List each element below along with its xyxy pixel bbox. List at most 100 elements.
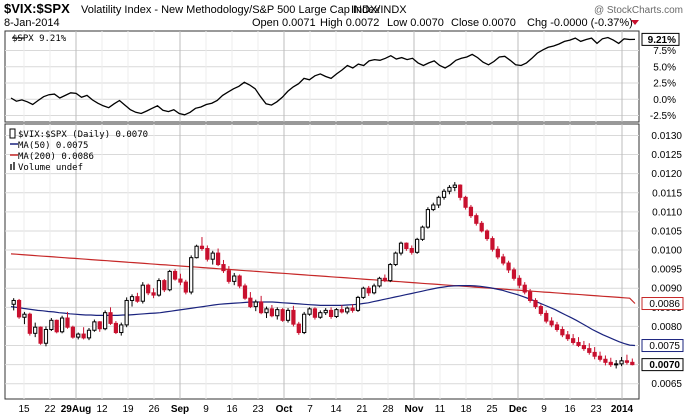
candle: [463, 195, 468, 210]
candle: [108, 307, 113, 325]
candle: [318, 310, 323, 319]
candle-body: [614, 363, 619, 366]
candle: [242, 283, 248, 300]
candle-body: [409, 248, 414, 253]
open-value: 0.0071: [282, 17, 316, 29]
x-tick-label: 29Aug: [61, 404, 92, 415]
candle: [264, 306, 269, 319]
candle-body: [38, 326, 43, 344]
x-tick-label: 18: [460, 404, 472, 415]
candle-body: [81, 333, 86, 339]
candle: [614, 360, 619, 369]
candle-body: [350, 307, 355, 311]
candle-body: [371, 285, 377, 294]
candle-body: [522, 284, 527, 293]
main-legend: $VIX:$SPX (Daily) 0.0070 MA(50) 0.0075 M…: [9, 128, 148, 173]
candle-body: [431, 204, 436, 211]
x-tick-label: Nov: [405, 404, 424, 415]
close-label: Close: [451, 17, 479, 29]
candle-body: [242, 285, 248, 299]
candle-body: [484, 230, 490, 240]
candle: [54, 319, 59, 334]
candle-body: [43, 328, 49, 344]
candle-body: [33, 326, 38, 334]
candle: [113, 321, 119, 335]
candle: [404, 242, 409, 251]
candle: [205, 245, 210, 262]
candle: [441, 188, 447, 200]
candle: [81, 327, 86, 340]
candle: [33, 322, 38, 338]
svg-text:Open 0.0071: Open 0.0071: [252, 17, 316, 29]
candle: [135, 292, 140, 303]
candle-body: [59, 317, 65, 333]
candle: [275, 307, 280, 320]
candle: [382, 274, 387, 283]
ma50-last-label-box: [641, 339, 684, 353]
candle-body: [624, 360, 630, 363]
candle-body: [355, 296, 361, 311]
candle: [592, 347, 597, 360]
volume-legend-icon: [10, 162, 15, 170]
candle: [619, 356, 624, 367]
candle-body: [237, 275, 242, 287]
candle-body: [108, 312, 113, 324]
candle: [554, 321, 560, 332]
legend-vix-spx: $VIX:$SPX (Daily) 0.0070: [18, 130, 148, 140]
candle-body: [565, 334, 570, 340]
candle-body: [463, 196, 468, 208]
candle: [92, 319, 97, 332]
candle-body: [323, 309, 328, 314]
ma200-line: [10, 253, 636, 304]
candle-body: [103, 312, 108, 330]
candle-body: [97, 321, 102, 330]
candle: [490, 236, 495, 252]
candle: [388, 263, 393, 283]
candle: [291, 305, 296, 327]
main-tick-label: 0.0115: [652, 188, 682, 199]
x-axis: 15 22 29Aug 12 19 26 Sep 9 16 23 Oct 7 14 21 28 Nov 11 18…: [18, 404, 633, 415]
candle-body: [544, 312, 549, 322]
candle-body: [156, 280, 162, 296]
close-value: 0.0070: [482, 17, 516, 29]
candle-body: [54, 319, 59, 333]
x-tick-label: 22: [44, 404, 56, 415]
candle: [269, 305, 275, 318]
candle: [178, 273, 183, 286]
candle: [603, 355, 608, 366]
candle-body: [527, 291, 533, 301]
main-tick-label: 0.0125: [651, 150, 682, 161]
exchange-label: INDX/INDX: [351, 4, 407, 16]
candle-body: [129, 296, 135, 301]
x-tick-label: 23: [590, 404, 602, 415]
candle-body: [458, 184, 463, 198]
ohlc-readout: Open 0.0071 High 0.0072 Low 0.0070 Close…: [252, 17, 639, 29]
candle-body: [538, 306, 543, 314]
candle: [393, 251, 398, 267]
candle-body: [554, 324, 560, 330]
candle-body: [436, 196, 441, 206]
open-label: Open: [252, 17, 279, 29]
candle-body: [49, 319, 54, 330]
candle: [16, 298, 22, 319]
candle-body: [312, 308, 318, 318]
candle: [280, 308, 285, 322]
ma200-series: [10, 253, 636, 304]
candle: [215, 248, 221, 267]
legend-ma200: MA(200) 0.0086: [18, 152, 94, 162]
candle: [162, 279, 167, 293]
main-tick-label: 0.0130: [651, 131, 682, 142]
spx-grid: [5, 31, 639, 122]
candle-body: [339, 309, 344, 313]
candle: [355, 295, 361, 312]
candle-body: [194, 245, 199, 259]
candle: [11, 298, 16, 311]
candle-body: [86, 329, 92, 339]
candle: [587, 343, 592, 355]
candle-body: [167, 270, 172, 291]
candle: [522, 282, 527, 295]
candle-body: [366, 287, 371, 294]
main-tick-label: 0.0065: [651, 379, 682, 390]
candle-body: [119, 324, 124, 334]
ma200-last-label-box: [641, 297, 684, 311]
